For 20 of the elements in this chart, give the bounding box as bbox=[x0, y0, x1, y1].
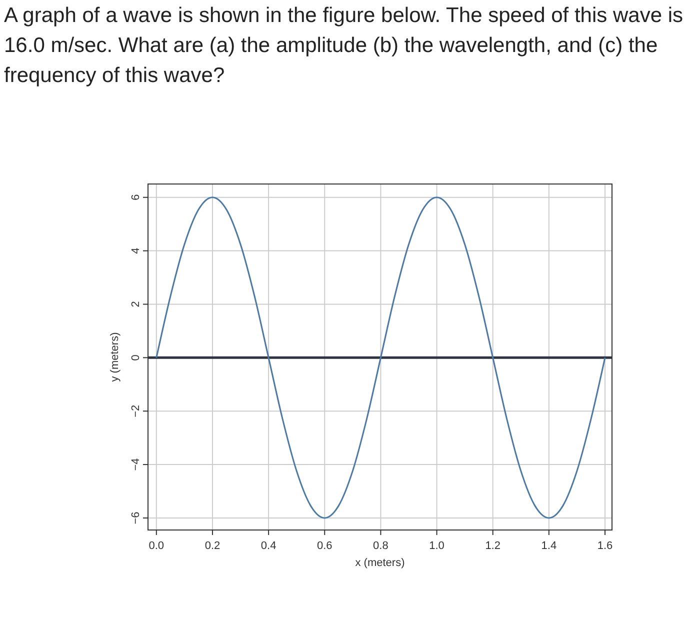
y-axis-title: y (meters) bbox=[109, 332, 121, 382]
x-tick-label: 1.2 bbox=[485, 540, 500, 552]
y-tick-label: 4 bbox=[130, 248, 142, 254]
x-tick-label: 1.0 bbox=[429, 540, 444, 552]
y-tick-label: 2 bbox=[130, 301, 142, 308]
x-axis-title: x (meters) bbox=[355, 557, 405, 569]
y-tick-label: −4 bbox=[130, 458, 142, 471]
x-tick-label: 0.8 bbox=[373, 540, 388, 552]
x-tick-label: 0.6 bbox=[316, 540, 332, 552]
x-tick-label: 0.0 bbox=[148, 540, 164, 552]
x-tick-label: 1.6 bbox=[597, 540, 613, 552]
x-tick-label: 1.4 bbox=[541, 540, 557, 552]
y-tick-label: −2 bbox=[130, 404, 142, 418]
y-tick-label: 0 bbox=[130, 354, 142, 361]
chart-title: A graph of a wave is shown in the figure below. The speed of this wave is 16.0 m/sec. What are (a) the amplitude (b) the wavelength, and (c) the frequency of this wave? bbox=[4, 4, 684, 87]
x-tick-label: 0.4 bbox=[260, 540, 276, 552]
line-series bbox=[156, 196, 606, 519]
x-tick-label: 0.2 bbox=[204, 540, 220, 552]
y-tick-label: 6 bbox=[130, 194, 142, 200]
y-tick-label: −6 bbox=[130, 512, 142, 524]
